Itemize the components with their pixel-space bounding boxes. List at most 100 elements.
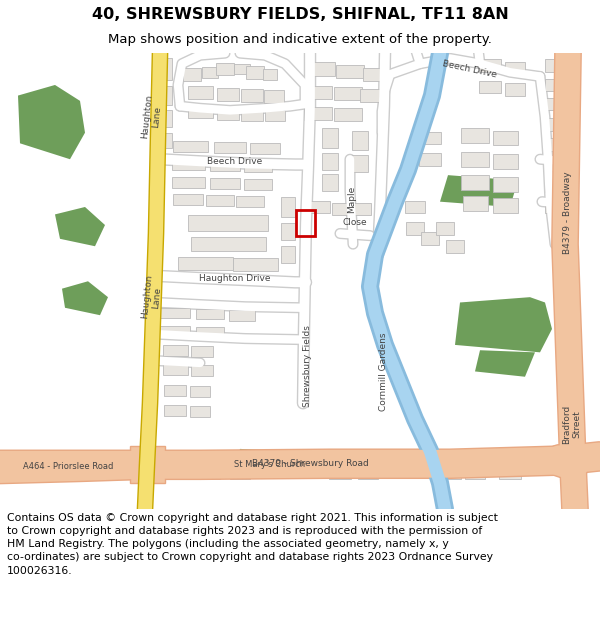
- Text: Contains OS data © Crown copyright and database right 2021. This information is : Contains OS data © Crown copyright and d…: [7, 513, 498, 576]
- Text: Map shows position and indicative extent of the property.: Map shows position and indicative extent…: [108, 32, 492, 46]
- Bar: [463, 196, 487, 211]
- Bar: [164, 385, 186, 396]
- Bar: [264, 90, 284, 103]
- Bar: [334, 108, 362, 121]
- Bar: [106, 466, 124, 479]
- Text: B4379 - Shrewsbury Road: B4379 - Shrewsbury Road: [251, 459, 368, 468]
- Text: Bradford
Street: Bradford Street: [562, 405, 582, 444]
- Bar: [187, 105, 212, 118]
- Bar: [406, 222, 424, 234]
- Bar: [233, 258, 277, 271]
- Bar: [461, 129, 489, 143]
- Text: A464 - Priorslee Road: A464 - Priorslee Road: [23, 462, 113, 471]
- Text: Haughton
Lane: Haughton Lane: [140, 94, 164, 140]
- Bar: [178, 257, 233, 269]
- Polygon shape: [18, 85, 85, 159]
- Text: Shrewsbury Fields: Shrewsbury Fields: [302, 325, 311, 407]
- Bar: [191, 365, 213, 376]
- Bar: [229, 310, 255, 321]
- Bar: [158, 111, 172, 128]
- Bar: [81, 466, 99, 479]
- Bar: [158, 132, 172, 148]
- Text: Maple: Maple: [347, 186, 356, 213]
- Bar: [217, 107, 239, 120]
- Bar: [172, 177, 205, 188]
- Bar: [499, 466, 521, 479]
- Bar: [479, 81, 501, 94]
- Polygon shape: [440, 175, 518, 207]
- Bar: [545, 98, 565, 111]
- Text: St Mary's Church: St Mary's Church: [235, 460, 305, 469]
- Bar: [439, 466, 461, 479]
- Bar: [545, 79, 565, 91]
- Bar: [545, 179, 565, 192]
- Bar: [305, 62, 335, 76]
- Bar: [304, 86, 332, 99]
- Bar: [210, 178, 240, 189]
- Bar: [210, 160, 240, 171]
- Text: Close: Close: [343, 218, 367, 227]
- Bar: [230, 466, 250, 479]
- Bar: [244, 161, 272, 172]
- Bar: [163, 345, 187, 356]
- Bar: [352, 155, 368, 172]
- Bar: [191, 238, 265, 251]
- Bar: [446, 240, 464, 252]
- Bar: [265, 111, 285, 121]
- Bar: [352, 131, 368, 149]
- Bar: [329, 466, 351, 479]
- Bar: [158, 86, 172, 105]
- Polygon shape: [55, 207, 105, 246]
- Bar: [545, 59, 565, 72]
- Text: Haughton
Lane: Haughton Lane: [140, 274, 164, 320]
- Bar: [461, 175, 489, 190]
- Bar: [465, 466, 485, 479]
- Bar: [281, 223, 295, 240]
- Text: Haughton Drive: Haughton Drive: [199, 274, 271, 282]
- Text: B4379 - Broadway: B4379 - Broadway: [563, 171, 571, 254]
- Bar: [158, 58, 172, 79]
- Bar: [241, 89, 263, 102]
- Bar: [336, 65, 364, 78]
- Bar: [545, 118, 565, 131]
- Bar: [353, 202, 371, 216]
- Bar: [172, 159, 205, 170]
- Bar: [493, 199, 517, 213]
- Bar: [217, 88, 239, 101]
- Bar: [26, 466, 44, 479]
- Bar: [479, 59, 501, 72]
- Bar: [322, 153, 338, 170]
- Bar: [545, 158, 565, 171]
- Bar: [461, 152, 489, 167]
- Bar: [250, 143, 280, 154]
- Bar: [405, 201, 425, 213]
- Bar: [334, 87, 362, 100]
- Bar: [234, 64, 250, 74]
- Bar: [214, 142, 246, 153]
- Bar: [163, 364, 187, 374]
- Bar: [190, 406, 210, 417]
- Bar: [493, 154, 517, 169]
- Bar: [322, 129, 338, 148]
- Bar: [244, 179, 272, 190]
- Bar: [187, 86, 212, 99]
- Bar: [190, 386, 210, 397]
- Bar: [493, 177, 517, 192]
- Bar: [206, 195, 234, 206]
- Bar: [421, 232, 439, 245]
- Bar: [359, 89, 385, 102]
- Bar: [183, 68, 201, 81]
- Bar: [173, 141, 208, 152]
- Bar: [236, 196, 264, 207]
- Bar: [196, 327, 224, 338]
- Bar: [362, 68, 388, 81]
- Bar: [493, 131, 517, 146]
- Bar: [160, 308, 190, 318]
- Bar: [545, 138, 565, 151]
- Bar: [310, 201, 330, 213]
- Polygon shape: [455, 297, 552, 352]
- Bar: [505, 83, 525, 96]
- Bar: [191, 346, 213, 357]
- Bar: [202, 67, 218, 78]
- Polygon shape: [475, 350, 535, 377]
